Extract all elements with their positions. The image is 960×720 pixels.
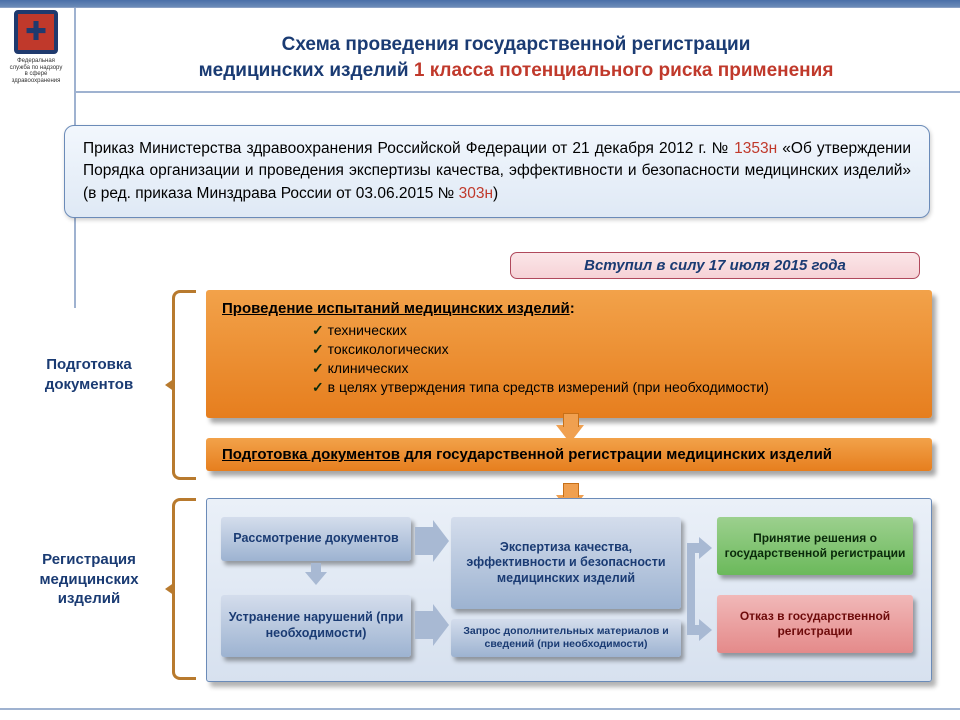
- arrow-right-icon: [415, 527, 433, 555]
- top-accent-bar: [0, 0, 960, 8]
- tests-title: Проведение испытаний медицинских изделий…: [222, 300, 916, 317]
- side-label-registration: Регистрация медицинских изделий: [10, 550, 168, 609]
- emblem-caption: Федеральная служба по надзору в сфере зд…: [10, 58, 63, 84]
- list-item: токсикологических: [312, 340, 916, 359]
- arrow-down-icon: [305, 572, 327, 585]
- title-underline: [74, 91, 960, 93]
- node-query: Запрос дополнительных материалов и сведе…: [451, 619, 681, 657]
- node-fix: Устранение нарушений (при необходимости): [221, 595, 411, 657]
- docs-title: Подготовка документов для государственно…: [222, 446, 916, 463]
- bracket-tip-icon: [165, 582, 175, 596]
- arrow-right-icon: [415, 611, 433, 639]
- reference-box: Приказ Министерства здравоохранения Росс…: [64, 125, 930, 218]
- side-label-preparation: Подготовка документов: [10, 355, 168, 394]
- node-reject: Отказ в государственной регистрации: [717, 595, 913, 653]
- list-item: клинических: [312, 359, 916, 378]
- flow-container: Рассмотрение документов Устранение наруш…: [206, 498, 932, 682]
- bracket-registration: [172, 498, 196, 680]
- bracket-preparation: [172, 290, 196, 480]
- list-item: в целях утверждения типа средств измерен…: [312, 378, 916, 397]
- emblem-icon: [14, 10, 58, 54]
- node-review: Рассмотрение документов: [221, 517, 411, 561]
- tests-list: технических токсикологических клинически…: [312, 321, 916, 397]
- docs-prep-box: Подготовка документов для государственно…: [206, 438, 932, 471]
- node-accept: Принятие решения о государственной регис…: [717, 517, 913, 575]
- node-expertise: Экспертиза качества, эффективности и без…: [451, 517, 681, 609]
- page-title: Схема проведения государственной регистр…: [92, 32, 940, 83]
- agency-emblem: Федеральная служба по надзору в сфере зд…: [8, 10, 64, 84]
- list-item: технических: [312, 321, 916, 340]
- bracket-tip-icon: [165, 378, 175, 392]
- title-line-1: Схема проведения государственной регистр…: [92, 32, 940, 58]
- effective-date-box: Вступил в силу 17 июля 2015 года: [510, 252, 920, 279]
- tests-box: Проведение испытаний медицинских изделий…: [206, 290, 932, 418]
- footer-line: [0, 708, 960, 710]
- title-line-2: медицинских изделий 1 класса потенциальн…: [92, 58, 940, 84]
- arrow-split-icon: [687, 517, 707, 657]
